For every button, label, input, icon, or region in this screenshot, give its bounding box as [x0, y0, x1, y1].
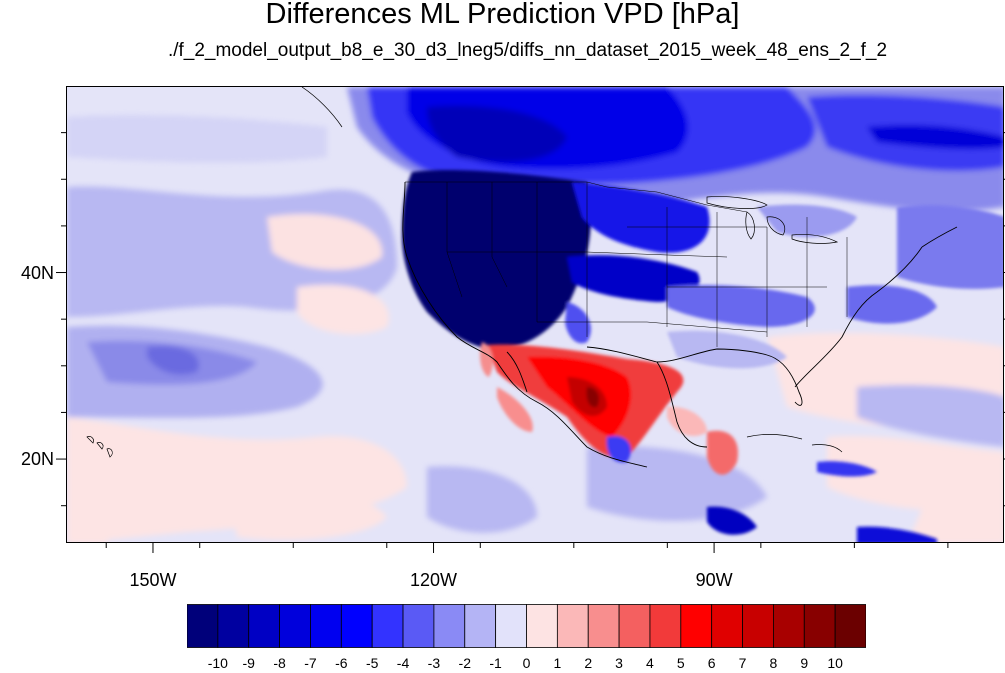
- colorbar-box: [464, 604, 497, 648]
- lat-label: 20N: [20, 449, 54, 470]
- axis-ticks: [56, 132, 1005, 553]
- colorbar-box: [217, 604, 250, 648]
- great-lakes: [706, 196, 839, 244]
- colorbar-box: [742, 604, 774, 648]
- colorbar-tick-label: -7: [304, 655, 317, 671]
- colorbar-tick-label: 10: [827, 655, 843, 671]
- colorbar-box: [340, 604, 373, 648]
- colorbar-box: [279, 604, 311, 648]
- colorbar-box: [186, 604, 219, 648]
- colorbar-tick-label: -1: [489, 655, 502, 671]
- colorbar-boxes: [186, 604, 867, 648]
- colorbar-tick-label: 2: [584, 655, 593, 671]
- colorbar-tick-label: 5: [676, 655, 685, 671]
- colorbar-labels: -10 -9 -8 -7 -6 -5 -4 -3 -2 -1 0 1 2 3 4 5 6 7 8 9 10: [187, 655, 866, 673]
- map-plot-area: [66, 86, 1004, 543]
- mexico-positive-field: [479, 342, 937, 542]
- colorbar-box: [402, 604, 435, 648]
- colorbar-tick-label: -2: [458, 655, 471, 671]
- vpd-difference-field: [67, 87, 1003, 542]
- colorbar-box: [649, 604, 682, 648]
- colorbar-box: [834, 604, 867, 648]
- colorbar-box: [680, 604, 713, 648]
- colorbar-tick-label: 7: [738, 655, 747, 671]
- colorbar-tick-label: 3: [615, 655, 623, 671]
- lon-label: 120W: [410, 570, 458, 590]
- colorbar-tick-label: 0: [522, 655, 531, 671]
- colorbar-tick-label: -5: [365, 655, 379, 671]
- colorbar-tick-label: 6: [707, 655, 716, 671]
- colorbar-box: [433, 604, 466, 648]
- colorbar-tick-label: -10: [207, 655, 228, 671]
- map-subtitle: ./f_2_model_output_b8_e_30_d3_lneg5/diff…: [167, 40, 888, 61]
- state-borders: [405, 181, 848, 347]
- colorbar-box: [587, 604, 620, 648]
- colorbar-box: [618, 604, 651, 648]
- colorbar-box: [310, 604, 342, 648]
- colorbar-box: [773, 604, 805, 648]
- lat-label: 40N: [20, 262, 54, 283]
- colorbar-tick-label: -3: [427, 655, 441, 671]
- map-title: Differences ML Prediction VPD [hPa]: [265, 0, 740, 30]
- colorbar-tick-label: -4: [396, 655, 410, 671]
- colorbar-tick-label: 1: [553, 655, 562, 671]
- colorbar-box: [556, 604, 589, 648]
- colorbar-box: [371, 604, 404, 648]
- colorbar-tick-label: -8: [273, 655, 286, 671]
- colorbar-box: [711, 604, 743, 648]
- colorbar-tick-label: 4: [646, 655, 654, 671]
- colorbar-box: [526, 604, 558, 648]
- colorbar-box: [803, 604, 836, 648]
- colorbar: [186, 604, 867, 648]
- lon-label: 150W: [129, 570, 177, 590]
- colorbar-tick-label: 8: [769, 655, 778, 671]
- colorbar-tick-label: -9: [242, 655, 255, 671]
- islands: [86, 87, 843, 458]
- colorbar-tick-label: -6: [335, 655, 348, 671]
- colorbar-box: [248, 604, 280, 648]
- colorbar-tick-label: 9: [800, 655, 809, 671]
- coastlines: [402, 181, 958, 468]
- pacific-field: [67, 115, 1003, 542]
- colorbar-box: [495, 604, 527, 648]
- lon-label: 90W: [695, 570, 733, 590]
